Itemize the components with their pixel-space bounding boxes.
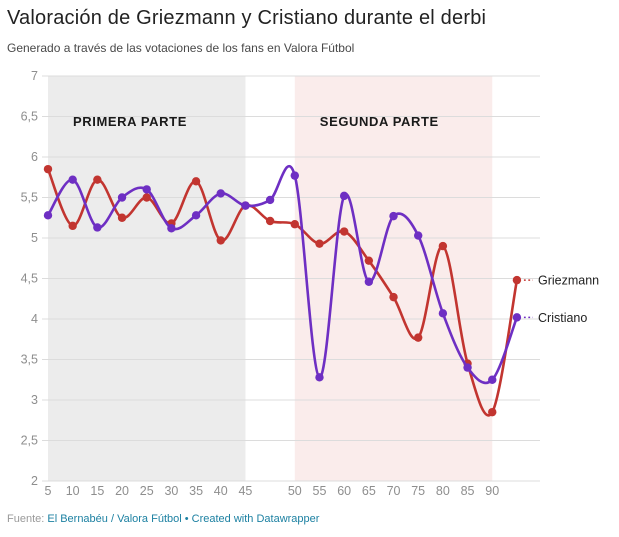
footer-source-link[interactable]: El Bernabéu / Valora Fútbol xyxy=(47,513,182,525)
griezmann-data-point xyxy=(142,193,151,202)
cristiano-direct-label: Cristiano xyxy=(538,311,587,325)
x-axis-tick-label: 45 xyxy=(238,484,252,498)
griezmann-data-point xyxy=(93,175,102,184)
cristiano-data-point xyxy=(191,211,201,220)
x-axis-tick-label: 85 xyxy=(461,484,475,498)
x-axis-tick-label: 5 xyxy=(45,484,52,498)
x-axis-tick-label: 60 xyxy=(337,484,351,498)
footer-credit-link[interactable]: Created with Datawrapper xyxy=(191,513,320,525)
griezmann-data-point xyxy=(191,177,201,186)
page-subtitle: Generado a través de las votaciones de l… xyxy=(7,41,355,55)
griezmann-data-point xyxy=(290,220,299,229)
cristiano-line xyxy=(46,165,519,385)
cristiano-data-point xyxy=(290,171,299,180)
griezmann-data-point xyxy=(488,407,497,417)
y-axis-tick-label: 2,5 xyxy=(21,434,38,448)
footer: Fuente: El Bernabéu / Valora Fútbol • Cr… xyxy=(7,513,319,525)
x-axis-tick-label: 70 xyxy=(387,484,401,498)
valoracion-line-chart: 76,565,554,543,532,525 10 15 20 25 30 35 40 45 50… xyxy=(21,69,600,498)
griezmann-direct-label: Griezmann xyxy=(538,274,599,288)
x-axis-tick-label: 30 xyxy=(164,484,178,498)
griezmann-data-point xyxy=(117,213,127,222)
y-axis-tick-label: 4 xyxy=(31,312,38,326)
cristiano-data-point xyxy=(463,363,472,372)
x-axis-tick-label: 10 xyxy=(66,484,80,498)
x-axis-tick-label: 15 xyxy=(90,484,104,498)
cristiano-data-point xyxy=(142,185,151,194)
primera-parte-label: PRIMERA PARTE xyxy=(73,114,187,129)
cristiano-data-point xyxy=(167,224,176,233)
x-axis-tick-label: 65 xyxy=(362,484,376,498)
griezmann-data-point xyxy=(414,333,423,342)
griezmann-data-point xyxy=(216,236,225,245)
griezmann-series: Griezmann xyxy=(43,164,599,417)
y-axis-tick-label: 3,5 xyxy=(21,353,38,367)
y-axis-tick-label: 5,5 xyxy=(21,191,38,205)
cristiano-data-point xyxy=(265,195,275,205)
cristiano-data-point xyxy=(364,277,374,286)
cristiano-data-point xyxy=(488,375,497,384)
cristiano-data-point xyxy=(241,201,250,210)
cristiano-data-point xyxy=(43,211,53,220)
segunda-parte-label: SEGUNDA PARTE xyxy=(320,114,439,129)
cristiano-series: Cristiano xyxy=(43,165,587,385)
cristiano-data-point xyxy=(339,191,349,201)
cristiano-data-point xyxy=(68,175,77,184)
y-axis-tick-label: 7 xyxy=(31,69,38,83)
y-axis-tick-label: 3 xyxy=(31,393,38,407)
griezmann-data-point xyxy=(265,216,275,226)
griezmann-data-point xyxy=(43,164,53,174)
cristiano-data-point xyxy=(414,231,423,240)
x-axis-tick-label: 55 xyxy=(313,484,327,498)
x-axis-tick-label: 35 xyxy=(189,484,203,498)
page-title: Valoración de Griezmann y Cristiano dura… xyxy=(7,7,487,29)
x-axis-tick-label: 75 xyxy=(411,484,425,498)
griezmann-data-point xyxy=(389,292,398,302)
footer-separator: • xyxy=(181,513,192,525)
x-axis-tick-label: 80 xyxy=(436,484,450,498)
x-axis-tick-label: 20 xyxy=(115,484,129,498)
x-axis-tick-label: 40 xyxy=(214,484,228,498)
cristiano-data-point xyxy=(216,189,225,198)
y-axis-tick-label: 6 xyxy=(31,150,38,164)
griezmann-data-point xyxy=(512,275,522,285)
y-axis-tick-label: 5 xyxy=(31,231,38,245)
griezmann-data-point xyxy=(438,241,448,251)
griezmann-data-point xyxy=(315,239,324,248)
griezmann-data-point xyxy=(339,227,349,236)
cristiano-data-point xyxy=(315,373,324,382)
cristiano-data-point xyxy=(438,309,448,318)
cristiano-data-point xyxy=(512,313,522,322)
footer-source-prefix: Fuente: xyxy=(7,513,48,525)
griezmann-data-point xyxy=(68,221,77,231)
x-axis-tick-label: 25 xyxy=(140,484,154,498)
y-axis-tick-label: 2 xyxy=(31,474,38,488)
griezmann-data-point xyxy=(364,256,374,265)
x-axis-tick-label: 50 xyxy=(288,484,302,498)
y-axis-tick-label: 6,5 xyxy=(21,110,38,124)
x-axis-tick-label: 90 xyxy=(485,484,499,498)
chart-header: Valoración de Griezmann y Cristiano dura… xyxy=(7,6,607,55)
cristiano-data-point xyxy=(389,211,398,221)
cristiano-data-point xyxy=(93,223,102,232)
y-axis-tick-label: 4,5 xyxy=(21,272,38,286)
cristiano-data-point xyxy=(117,193,127,202)
